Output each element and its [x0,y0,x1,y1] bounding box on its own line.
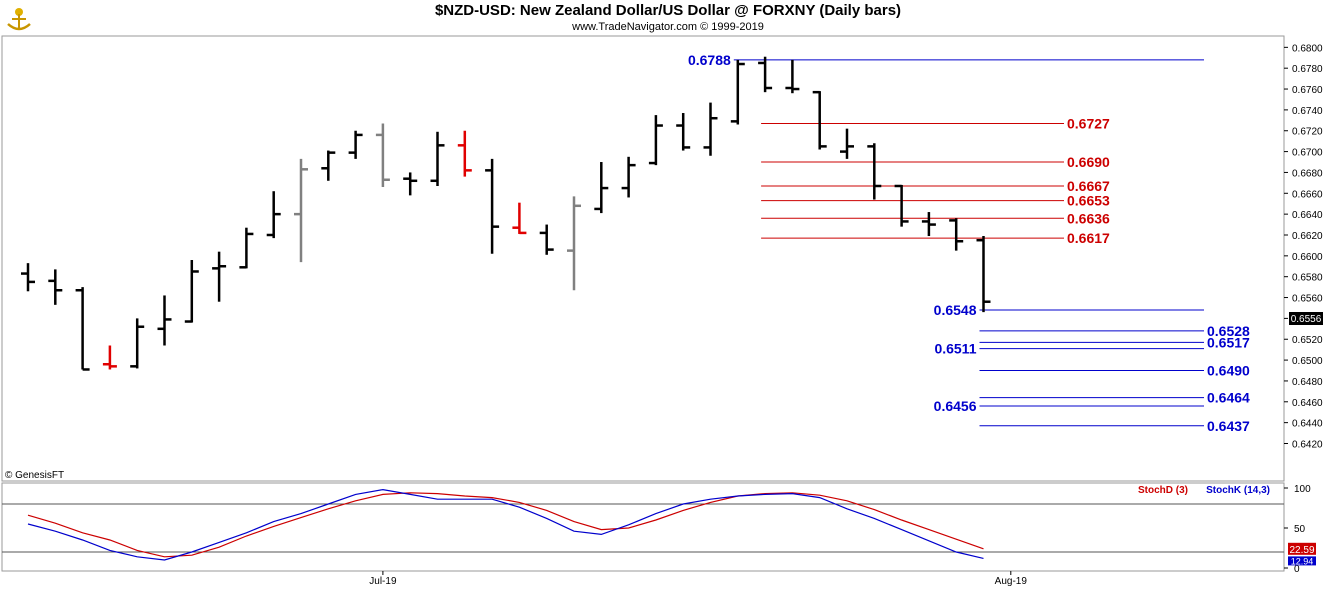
price-bars [21,56,991,371]
price-tick-label: 0.6500 [1292,356,1323,367]
ohlc-bar [403,172,418,196]
ohlc-bar [239,227,254,269]
price-tick-label: 0.6760 [1292,85,1323,96]
stoch-tick-label: 50 [1294,524,1306,535]
stoch-k-value: 12.94 [1291,556,1314,566]
ohlc-bar [812,90,827,150]
ohlc-bar [266,191,281,239]
price-tick-label: 0.6660 [1292,189,1323,200]
price-tick-label: 0.6740 [1292,106,1323,117]
ohlc-bar [430,131,445,186]
ohlc-bar [676,113,691,151]
stoch-series-line [27,488,984,561]
price-tick-label: 0.6720 [1292,127,1323,138]
chart-title: $NZD-USD: New Zealand Dollar/US Dollar @… [434,2,902,19]
level-label: 0.6617 [1067,230,1110,246]
ohlc-bar [621,156,636,198]
last-price-label: 0.6556 [1291,314,1322,325]
ohlc-bar [648,115,663,166]
stoch-tick-label: 0 [1294,564,1300,575]
price-tick-label: 0.6600 [1292,252,1323,263]
price-tick-label: 0.6640 [1292,210,1323,221]
date-tick-label: Jul-19 [369,576,397,587]
price-tick-label: 0.6680 [1292,168,1323,179]
chart-subtitle: www.TradeNavigator.com © 1999-2019 [572,21,764,33]
ohlc-bar [212,251,227,302]
price-tick-label: 0.6780 [1292,64,1323,75]
stoch-k-legend: StochK (14,3) [1206,485,1270,496]
price-tick-label: 0.6800 [1292,43,1323,54]
price-tick-label: 0.6560 [1292,294,1323,305]
level-label: 0.6437 [1207,418,1250,434]
trade-navigator-logo [7,8,31,31]
level-label: 0.6667 [1067,178,1110,194]
ohlc-bar [157,295,172,346]
price-tick-label: 0.6480 [1292,377,1323,388]
ohlc-bar [594,162,609,214]
ohlc-bar [21,263,35,292]
level-label: 0.6690 [1067,154,1110,170]
ohlc-bar [539,224,554,255]
price-tick-label: 0.6460 [1292,398,1323,409]
price-tick-label: 0.6440 [1292,419,1323,430]
ohlc-bar [294,158,308,263]
ohlc-bar [949,218,964,251]
level-label: 0.6464 [1207,390,1250,406]
price-tick-label: 0.6420 [1292,439,1323,450]
ohlc-bar [730,59,745,125]
price-tick-label: 0.6520 [1292,335,1323,346]
ohlc-bar [130,318,145,369]
stoch-k-value-tag [1288,556,1316,566]
ohlc-bar [512,202,527,235]
stoch-series-line [27,492,984,558]
ohlc-bar [867,143,882,200]
level-label: 0.6636 [1067,210,1110,226]
price-tick-label: 0.6620 [1292,231,1323,242]
ohlc-bar [321,150,336,181]
stoch-d-value-tag [1288,542,1316,555]
stoch-tick-label: 100 [1294,484,1311,495]
level-label: 0.6653 [1067,193,1110,209]
level-label: 0.6788 [688,52,731,68]
ohlc-bar [48,269,63,305]
copyright-label: © GenesisFT [5,470,64,481]
ohlc-bar [567,196,581,291]
ohlc-bar [785,59,800,94]
ohlc-bar [840,128,854,159]
ohlc-bar [75,287,90,371]
date-axis: Jul-19 Aug-19 [369,571,1027,587]
ohlc-bar [457,130,472,177]
ohlc-bar [184,260,199,323]
level-label: 0.6528 [1207,323,1250,339]
level-label: 0.6456 [934,398,977,414]
stoch-d-legend: StochD (3) [1138,485,1188,496]
stoch-d-value: 22.59 [1289,545,1314,556]
price-panel-frame [1,35,1285,482]
ohlc-bar [485,158,500,254]
price-axis: 0.6800 0.6780 0.6760 0.6740 0.6720 0.6700 0.66… [1284,43,1323,450]
level-label: 0.6517 [1207,334,1250,350]
ohlc-bar [102,345,117,370]
stoch-panel-frame [1,482,1285,572]
level-label: 0.6511 [934,341,976,357]
ohlc-bar [894,184,909,227]
date-tick-label: Aug-19 [995,576,1028,587]
price-tick-label: 0.6700 [1292,148,1323,159]
ohlc-bar [348,130,363,159]
last-price-tag [1289,312,1323,325]
price-tick-label: 0.6580 [1292,273,1323,284]
ohlc-bar [375,123,390,188]
ohlc-bar [921,212,936,237]
ohlc-bar [703,102,718,156]
ohlc-bar [976,236,991,313]
level-label: 0.6727 [1067,115,1110,131]
level-label: 0.6548 [934,302,977,318]
ohlc-bar [758,56,773,93]
level-label: 0.6490 [1207,363,1250,379]
